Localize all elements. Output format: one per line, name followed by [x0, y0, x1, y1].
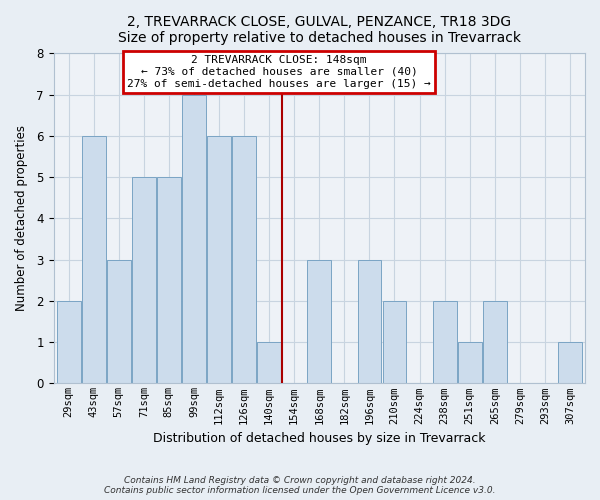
Bar: [157, 177, 181, 384]
Bar: [483, 301, 506, 384]
Bar: [132, 177, 156, 384]
Bar: [56, 301, 80, 384]
Bar: [558, 342, 582, 384]
Bar: [358, 260, 382, 384]
Bar: [257, 342, 281, 384]
Y-axis label: Number of detached properties: Number of detached properties: [15, 126, 28, 312]
Bar: [307, 260, 331, 384]
Bar: [458, 342, 482, 384]
Title: 2, TREVARRACK CLOSE, GULVAL, PENZANCE, TR18 3DG
Size of property relative to det: 2, TREVARRACK CLOSE, GULVAL, PENZANCE, T…: [118, 15, 521, 45]
X-axis label: Distribution of detached houses by size in Trevarrack: Distribution of detached houses by size …: [153, 432, 485, 445]
Bar: [433, 301, 457, 384]
Text: 2 TREVARRACK CLOSE: 148sqm
← 73% of detached houses are smaller (40)
27% of semi: 2 TREVARRACK CLOSE: 148sqm ← 73% of deta…: [127, 56, 431, 88]
Bar: [107, 260, 131, 384]
Text: Contains HM Land Registry data © Crown copyright and database right 2024.
Contai: Contains HM Land Registry data © Crown c…: [104, 476, 496, 495]
Bar: [82, 136, 106, 384]
Bar: [232, 136, 256, 384]
Bar: [383, 301, 406, 384]
Bar: [207, 136, 231, 384]
Bar: [182, 94, 206, 384]
